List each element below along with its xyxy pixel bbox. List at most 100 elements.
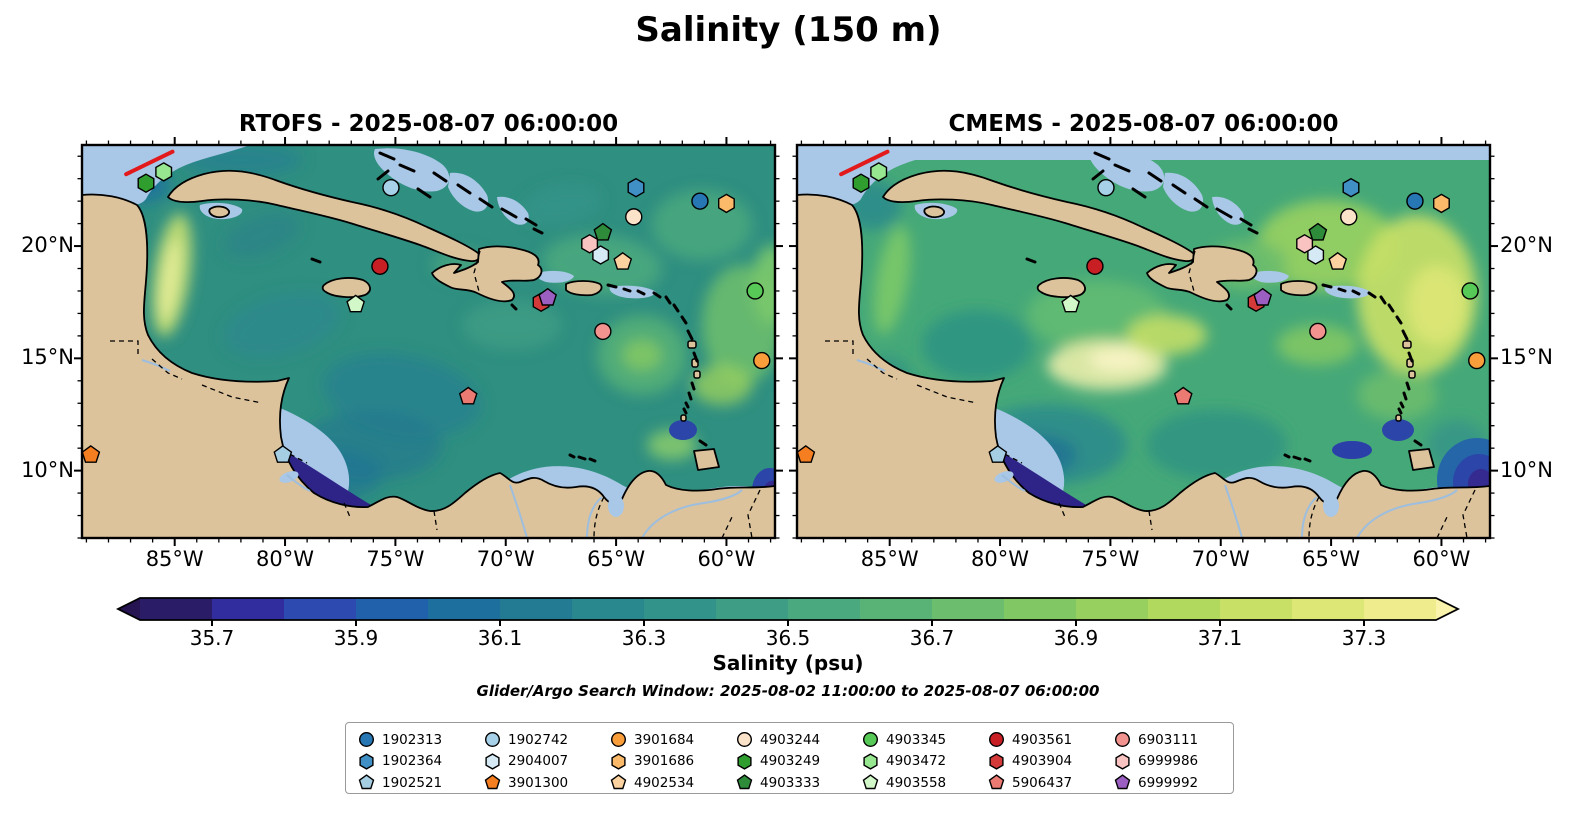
platform-marker-3901300 [81,445,101,463]
colorbar [115,597,1461,626]
lon-tick-label: 60°W [697,547,756,571]
legend-item-1902313: 1902313 [358,729,443,748]
platform-markers [796,162,1486,463]
pentagon-marker-icon [358,774,375,790]
platform-marker-1902313 [691,192,709,210]
platform-marker-5906437 [1173,386,1193,405]
legend-item-3901684: 3901684 [610,729,695,748]
lat-tick-label: 20°N [1500,233,1553,258]
legend-platform-id: 1902364 [382,753,443,769]
pentagon-marker-icon [736,774,753,790]
legend-platform-id: 6903111 [1138,731,1199,748]
lon-tick-label: 70°W [476,547,535,571]
platform-marker-3901300 [796,445,816,463]
platform-marker-1902364 [627,177,645,198]
legend-item-4903561: 4903561 [988,729,1073,748]
lat-tick-label: 15°N [1500,345,1553,370]
legend-item-4903333: 4903333 [736,772,821,791]
lon-tick-label: 60°W [1412,547,1471,571]
platform-marker-6999986 [1296,233,1314,254]
hexagon-marker-icon [485,752,500,770]
legend-platform-id: 1902742 [508,731,569,748]
platform-marker-4903345 [746,282,764,300]
pentagon-marker-icon [610,774,627,790]
panel-title-rtofs: RTOFS - 2025-08-07 06:00:00 [238,111,619,137]
legend-platform-id: 3901300 [508,774,569,791]
legend-platform-id: 4903472 [886,753,947,769]
legend-item-4903345: 4903345 [862,729,947,748]
platform-marker-3901686 [1433,193,1450,214]
platform-marker-6903111 [594,322,612,341]
lon-tick-label: 65°W [587,547,646,571]
panel-title-cmems: CMEMS - 2025-08-07 06:00:00 [948,111,1339,137]
lon-tick-label: 80°W [971,547,1030,571]
platform-marker-3901684 [753,351,771,370]
colorbar-tick-label: 36.7 [909,626,955,650]
platform-marker-4903345 [1461,282,1479,300]
hexagon-marker-icon [737,752,752,770]
search-window-note: Glider/Argo Search Window: 2025-08-02 11… [476,682,1100,700]
legend-platform-id: 4903904 [1012,753,1073,769]
lon-tick-label: 70°W [1191,547,1250,571]
colorbar-tick-label: 35.7 [189,626,235,650]
legend-platform-id: 4903561 [1012,731,1073,748]
lat-tick-label: 20°N [21,233,74,258]
circle-marker-icon [1114,731,1131,748]
legend-item-6903111: 6903111 [1114,729,1199,748]
platform-marker-4903558 [1061,294,1081,313]
legend-platform-id: 5906437 [1012,774,1073,791]
legend-item-2904007: 2904007 [484,751,569,770]
legend-platform-id: 4903333 [760,774,821,791]
legend-platform-id: 6999992 [1138,774,1199,791]
lon-tick-label: 65°W [1302,547,1361,571]
hexagon-marker-icon [611,752,626,770]
platform-marker-1902364 [1342,177,1360,198]
legend-item-4903904: 4903904 [988,751,1073,770]
platform-marker-4903333 [1308,222,1328,241]
colorbar-label: Salinity (psu) [712,651,864,675]
lon-tick-label: 75°W [366,547,425,571]
colorbar-tick-label: 36.9 [1053,626,1099,650]
platform-markers [81,162,771,463]
platform-marker-1902742 [382,178,400,197]
lon-tick-label: 75°W [1081,547,1140,571]
lon-tick-label: 85°W [860,547,919,571]
legend-platform-id: 2904007 [508,753,569,769]
colorbar-tick-label: 36.3 [621,626,667,650]
legend-item-4903244: 4903244 [736,729,820,748]
lat-tick-label: 10°N [1500,457,1553,482]
circle-marker-icon [610,731,627,748]
colorbar-tick-label: 36.1 [477,626,523,650]
legend-item-1902742: 1902742 [484,729,569,748]
lon-tick-label: 80°W [256,547,315,571]
platform-marker-6999986 [581,233,599,254]
legend-item-1902364: 1902364 [358,751,443,770]
legend-item-6999992: 6999992 [1114,772,1199,791]
platform-marker-6999992 [1253,287,1273,306]
platform-marker-1902742 [1097,178,1115,197]
legend-platform-id: 4903345 [886,731,947,748]
legend-item-1902521: 1902521 [358,772,442,791]
legend-platform-id: 1902313 [382,731,443,748]
legend-platform-id: 3901684 [634,731,695,748]
hexagon-marker-icon [359,752,374,770]
platform-marker-6999992 [538,287,558,306]
pentagon-marker-icon [988,774,1005,790]
legend-platform-id: 4903558 [886,774,947,791]
colorbar-tick-label: 35.9 [333,626,379,650]
lon-tick-label: 85°W [145,547,204,571]
map-cmems [789,137,1498,546]
platform-marker-4903244 [625,208,643,226]
circle-marker-icon [988,731,1005,748]
platform-marker-4903558 [346,294,366,313]
platform-marker-4903244 [1340,208,1358,226]
glider-track-line [124,149,175,177]
platform-marker-5906437 [458,386,478,405]
platform-marker-4902534 [1328,251,1348,270]
pentagon-marker-icon [862,774,879,790]
figure-title: Salinity (150 m) [635,10,942,50]
circle-marker-icon [484,731,501,748]
legend-platform-id: 3901686 [634,753,695,769]
platform-marker-4903249 [852,173,870,194]
